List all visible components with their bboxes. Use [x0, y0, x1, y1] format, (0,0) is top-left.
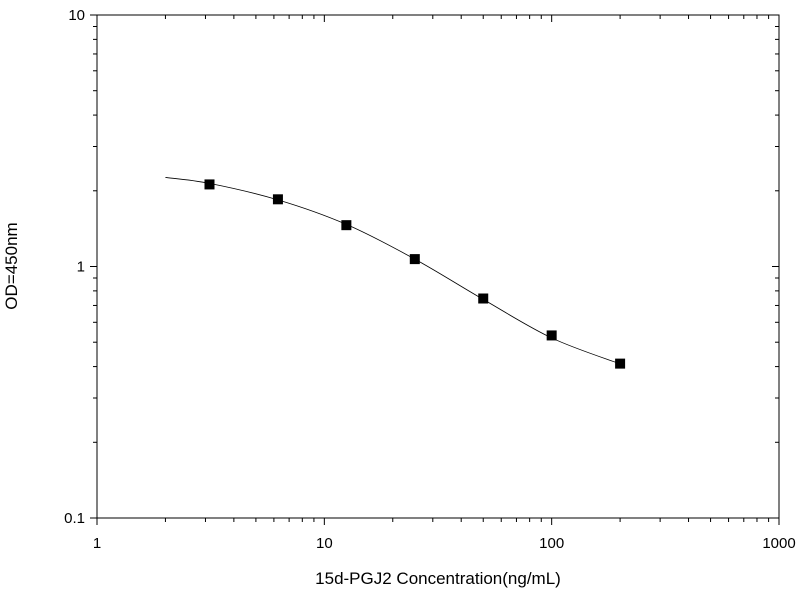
- data-point: [409, 254, 420, 265]
- y-tick-label: 1: [77, 259, 85, 276]
- y-tick-label: 10: [68, 7, 85, 24]
- x-tick-label: 1000: [762, 535, 795, 552]
- x-tick-label: 100: [539, 535, 564, 552]
- x-tick-label: 10: [316, 535, 333, 552]
- data-point: [478, 293, 489, 304]
- fit-curve: [165, 177, 621, 365]
- plot-frame: [96, 14, 780, 519]
- y-tick-label: 0.1: [64, 510, 85, 527]
- data-point: [546, 330, 557, 341]
- data-point: [204, 179, 215, 190]
- data-point: [615, 358, 626, 369]
- data-point: [341, 220, 352, 231]
- x-tick-label: 1: [93, 535, 101, 552]
- x-axis-label: 15d-PGJ2 Concentration(ng/mL): [315, 569, 561, 588]
- y-axis-label: OD=450nm: [2, 222, 21, 309]
- data-point: [272, 194, 283, 205]
